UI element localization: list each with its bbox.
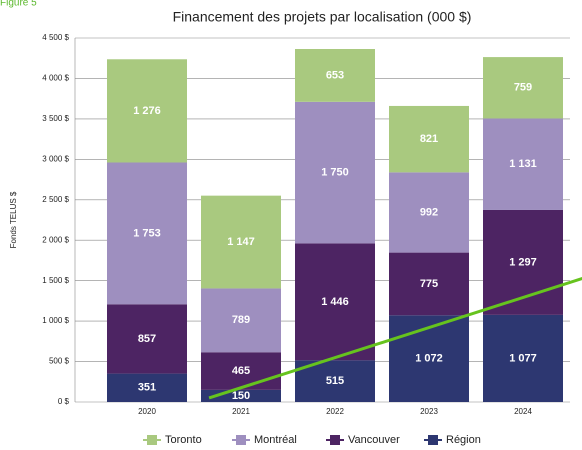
bar-segment (295, 49, 375, 102)
legend-label: Montréal (254, 434, 297, 446)
legend-label: Toronto (165, 434, 202, 446)
legend-label: Région (446, 434, 481, 446)
legend-swatch (147, 435, 157, 445)
value-label: 150 (232, 390, 250, 402)
legend-swatch (236, 435, 246, 445)
y-tick-label: 4 000 $ (42, 74, 69, 83)
bar-segment (483, 57, 563, 119)
value-label: 992 (420, 206, 438, 218)
bar-segment (389, 105, 469, 173)
bar-segment (107, 373, 187, 402)
value-label: 1 446 (321, 296, 349, 308)
value-label: 1 276 (133, 105, 161, 117)
value-label: 759 (514, 82, 532, 94)
bar-segment (483, 314, 563, 402)
y-tick-label: 3 500 $ (42, 114, 69, 123)
x-tick-label: 2022 (326, 407, 344, 416)
bar-segment (201, 195, 281, 289)
value-label: 789 (232, 314, 250, 326)
value-label: 1 147 (227, 236, 255, 248)
legend-swatch (428, 435, 438, 445)
value-label: 465 (232, 365, 250, 377)
value-label: 1 750 (321, 167, 349, 179)
value-label: 1 131 (509, 158, 537, 170)
trend-line (208, 277, 582, 400)
bar-segment (107, 162, 187, 305)
value-label: 1 297 (509, 256, 537, 268)
value-label: 1 753 (133, 227, 161, 239)
value-label: 1 072 (415, 353, 443, 365)
bar-segment (295, 101, 375, 244)
y-tick-label: 3 000 $ (42, 154, 69, 163)
legend-label: Vancouver (348, 434, 400, 446)
y-tick-label: 2 000 $ (42, 235, 69, 244)
bar-segment (483, 118, 563, 210)
value-label: 515 (326, 375, 344, 387)
x-tick-label: 2020 (138, 407, 156, 416)
bar-segment (107, 59, 187, 163)
y-tick-label: 2 500 $ (42, 195, 69, 204)
bar-segment (201, 352, 281, 390)
bar-segment (389, 315, 469, 402)
x-tick-label: 2023 (420, 407, 438, 416)
x-tick-label: 2024 (514, 407, 532, 416)
legend-swatch (330, 435, 340, 445)
figure-label: Figure 5 (0, 0, 37, 9)
y-tick-label: 500 $ (49, 357, 70, 366)
value-label: 857 (138, 333, 156, 345)
value-label: 775 (420, 278, 438, 290)
value-label: 351 (138, 382, 156, 394)
bar-segment (389, 252, 469, 316)
y-tick-label: 0 $ (58, 397, 70, 406)
bar-segment (201, 288, 281, 353)
y-tick-label: 4 500 $ (42, 33, 69, 42)
y-tick-label: 1 500 $ (42, 276, 69, 285)
x-tick-label: 2021 (232, 407, 250, 416)
y-tick-label: 1 000 $ (42, 316, 69, 325)
bar-segment (295, 243, 375, 361)
bar-segment (389, 172, 469, 253)
y-axis-label: Fonds TELUS $ (9, 191, 18, 248)
value-label: 1 077 (509, 352, 537, 364)
value-label: 653 (326, 69, 344, 81)
bar-segment (107, 304, 187, 374)
chart-title: Financement des projets par localisation… (173, 9, 472, 25)
value-label: 821 (420, 133, 438, 145)
